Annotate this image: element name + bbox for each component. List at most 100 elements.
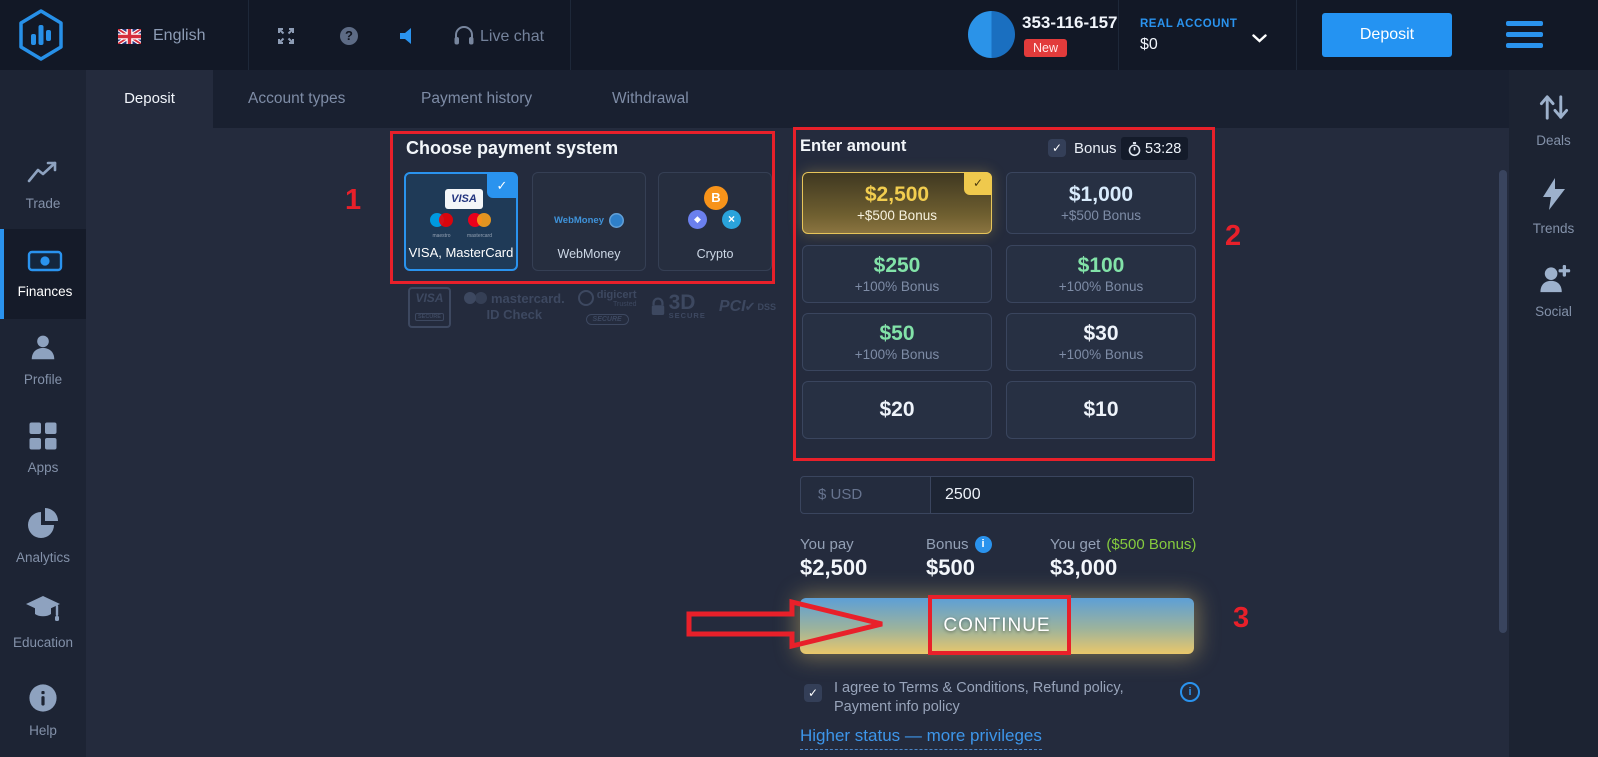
mastercard-logo: mastercard: [467, 213, 492, 239]
sidebar-item-help[interactable]: Help: [0, 683, 86, 738]
higher-status-link[interactable]: Higher status — more privileges: [800, 726, 1042, 750]
amount-input-group: $ USD: [800, 476, 1194, 514]
visa-secure-logo: VISA SECURE: [408, 286, 451, 328]
visa-logo: VISA: [445, 189, 483, 209]
brand-logo[interactable]: [18, 8, 64, 67]
security-logos: VISA SECURE mastercard. ID Check digicer…: [408, 286, 776, 328]
education-cap-icon: [26, 596, 60, 621]
bitcoin-icon: [704, 186, 728, 210]
language-selector[interactable]: English: [118, 27, 205, 45]
sidebar-item-label: Help: [29, 723, 57, 738]
profile-person-icon: [31, 335, 55, 360]
mastercard-idcheck-logo: mastercard. ID Check: [463, 291, 565, 324]
sidebar-item-label: Apps: [27, 460, 59, 475]
amount-option-30[interactable]: $30 +100% Bonus: [1006, 313, 1196, 371]
vertical-scrollbar[interactable]: [1499, 170, 1507, 633]
live-chat-label: Live chat: [480, 28, 545, 45]
sidebar-item-social[interactable]: Social: [1509, 263, 1598, 319]
padlock-icon: [651, 297, 664, 315]
terms-info-icon[interactable]: [1180, 682, 1200, 702]
ethereum-icon: [688, 210, 707, 229]
account-balance: $0: [1140, 36, 1158, 53]
digicert-logo: digicert Trusted SECURE: [577, 289, 637, 326]
sidebar-item-label: Deals: [1536, 133, 1571, 148]
account-id: 353-116-157: [1022, 13, 1118, 32]
globe-icon: [608, 213, 624, 228]
you-pay-label: You pay: [800, 536, 854, 553]
amount-option-50[interactable]: $50 +100% Bonus: [802, 313, 992, 371]
payment-method-visa-mastercard[interactable]: VISA maestro mastercard VISA, MasterCard: [404, 172, 518, 271]
payment-method-webmoney[interactable]: WebMoney WebMoney: [532, 172, 646, 271]
trade-trend-icon: [27, 161, 57, 183]
bonus-timer: 53:28: [1121, 137, 1189, 160]
annotation-number-2: 2: [1225, 220, 1242, 252]
sidebar-item-label: Profile: [23, 372, 63, 387]
check-icon: [487, 173, 517, 198]
sidebar-item-deals[interactable]: Deals: [1509, 92, 1598, 148]
you-get-value: $3,000: [1050, 555, 1118, 580]
tab-deposit[interactable]: Deposit: [86, 70, 213, 128]
sidebar-item-finances[interactable]: Finances: [0, 229, 86, 319]
top-bar: English Live ch: [0, 0, 1598, 70]
tab-payment-history[interactable]: Payment history: [421, 90, 533, 107]
hexagon-pulse-icon: [19, 9, 63, 61]
amount-option-10[interactable]: $10: [1006, 381, 1196, 439]
sidebar-item-trends[interactable]: Trends: [1509, 177, 1598, 236]
fullscreen-button[interactable]: [276, 26, 296, 51]
help-question-icon[interactable]: [340, 27, 358, 45]
tab-withdrawal[interactable]: Withdrawal: [612, 90, 689, 107]
amount-option-2500[interactable]: $2,500 +$500 Bonus: [802, 172, 992, 234]
bonus-summary: Bonus: [926, 536, 992, 553]
left-sidebar: Trade Finances Profile Apps: [0, 70, 86, 757]
sidebar-item-education[interactable]: Education: [0, 593, 86, 650]
menu-button[interactable]: [1506, 21, 1543, 54]
payment-method-label: Crypto: [696, 247, 734, 261]
you-get-summary: You get ($500 Bonus): [1050, 536, 1196, 553]
divider: [248, 0, 249, 70]
finances-banknote-icon: [27, 250, 63, 272]
deals-arrows-icon: [1539, 95, 1568, 120]
currency-select[interactable]: $ USD: [800, 476, 931, 514]
right-sidebar: Deals Trends Social: [1509, 70, 1598, 757]
maestro-logo: maestro: [429, 213, 453, 239]
webmoney-logo: WebMoney: [533, 213, 645, 228]
annotation-box-3: [928, 595, 1071, 655]
check-icon: [964, 172, 992, 195]
analytics-pie-icon: [28, 508, 58, 538]
apps-grid-icon: [29, 422, 57, 450]
agree-terms-text[interactable]: I agree to Terms & Conditions, Refund po…: [834, 680, 1124, 715]
avatar[interactable]: [968, 11, 1015, 58]
amount-option-250[interactable]: $250 +100% Bonus: [802, 245, 992, 303]
amount-option-100[interactable]: $100 +100% Bonus: [1006, 245, 1196, 303]
tab-account-types[interactable]: Account types: [248, 90, 346, 107]
amount-option-20[interactable]: $20: [802, 381, 992, 439]
headset-icon: [454, 26, 474, 45]
timer-value: 53:28: [1145, 140, 1182, 157]
bonus-info-icon[interactable]: [974, 536, 992, 553]
bonus-label: Bonus: [926, 536, 969, 553]
threed-secure-logo: 3D SECURE: [650, 292, 706, 320]
amount-input[interactable]: [931, 476, 1194, 514]
sidebar-item-label: Trends: [1532, 221, 1575, 236]
sidebar-item-trade[interactable]: Trade: [0, 158, 86, 211]
sidebar-item-label: Finances: [17, 284, 73, 299]
sidebar-item-label: Social: [1535, 304, 1572, 319]
sidebar-item-profile[interactable]: Profile: [0, 332, 86, 387]
amount-section-title: Enter amount: [800, 137, 907, 155]
sidebar-item-apps[interactable]: Apps: [0, 422, 86, 475]
live-chat-button[interactable]: [452, 24, 476, 51]
amount-option-1000[interactable]: $1,000 +$500 Bonus: [1006, 172, 1196, 234]
bonus-checkbox[interactable]: [1048, 139, 1066, 157]
sidebar-item-analytics[interactable]: Analytics: [0, 508, 86, 565]
annotation-number-3: 3: [1233, 602, 1250, 634]
payment-method-crypto[interactable]: Crypto: [658, 172, 772, 271]
sidebar-item-label: Analytics: [15, 550, 71, 565]
info-circle-icon: [29, 684, 57, 712]
deposit-button[interactable]: Deposit: [1322, 13, 1452, 57]
sound-button[interactable]: [398, 26, 420, 51]
agree-checkbox[interactable]: [804, 684, 822, 702]
divider: [1118, 0, 1119, 70]
deposit-page: Choose payment system VISA maestro maste…: [86, 127, 1509, 757]
ripple-icon: [722, 210, 741, 229]
